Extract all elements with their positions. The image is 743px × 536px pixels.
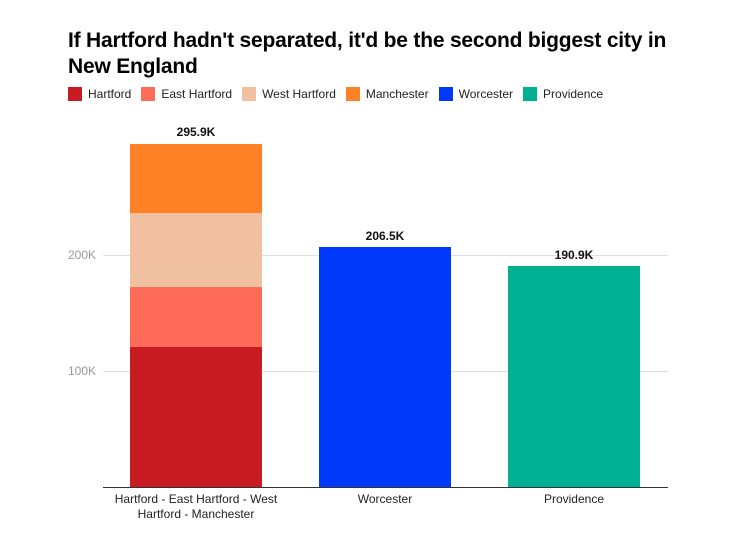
legend-label: Manchester [365, 87, 429, 101]
legend-item-manchester: Manchester [345, 87, 429, 101]
legend-swatch-worcester [438, 87, 453, 101]
legend-item-west-hartford: West Hartford [242, 87, 336, 101]
value-label-worcester: 206.5K [365, 229, 405, 243]
legend-item-east-hartford: East Hartford [141, 87, 232, 101]
legend-swatch-east-hartford [141, 87, 156, 101]
legend-swatch-manchester [345, 87, 360, 101]
x-label-hartford-combined: Hartford - East Hartford - West Hartford… [101, 492, 291, 522]
x-label-line1: Hartford - East Hartford - West [114, 492, 278, 506]
legend-label: Hartford [88, 87, 132, 101]
x-axis-baseline [103, 487, 668, 488]
bar-segment-east-hartford [130, 287, 262, 347]
legend-swatch-hartford [68, 87, 82, 101]
value-label-providence: 190.9K [554, 248, 594, 262]
chart-title: If Hartford hadn't separated, it'd be th… [68, 29, 667, 78]
bar-segment-west-hartford [130, 213, 262, 287]
legend-label: Providence [543, 87, 604, 101]
bar-segment-hartford [130, 347, 262, 487]
legend-label: East Hartford [161, 87, 233, 101]
legend-item-worcester: Worcester [438, 87, 514, 101]
legend: Hartford East Hartford West Hartford Man… [68, 87, 613, 101]
legend-item-providence: Providence [523, 87, 603, 101]
value-label-hartford-combined: 295.9K [176, 125, 216, 139]
legend-label: Worcester [458, 87, 514, 101]
y-tick-100k: 100K [67, 364, 96, 378]
legend-swatch-providence [523, 87, 538, 101]
legend-item-hartford: Hartford [68, 87, 131, 101]
bar-segment-manchester [130, 144, 262, 213]
x-label-worcester: Worcester [357, 492, 413, 506]
x-label-line2: Hartford - Manchester [137, 507, 255, 521]
x-label-providence: Providence [543, 492, 605, 506]
bar-providence [508, 266, 640, 487]
bar-worcester [319, 247, 451, 487]
legend-swatch-west-hartford [242, 87, 257, 101]
legend-label: West Hartford [262, 87, 336, 101]
y-tick-200k: 200K [67, 248, 96, 262]
